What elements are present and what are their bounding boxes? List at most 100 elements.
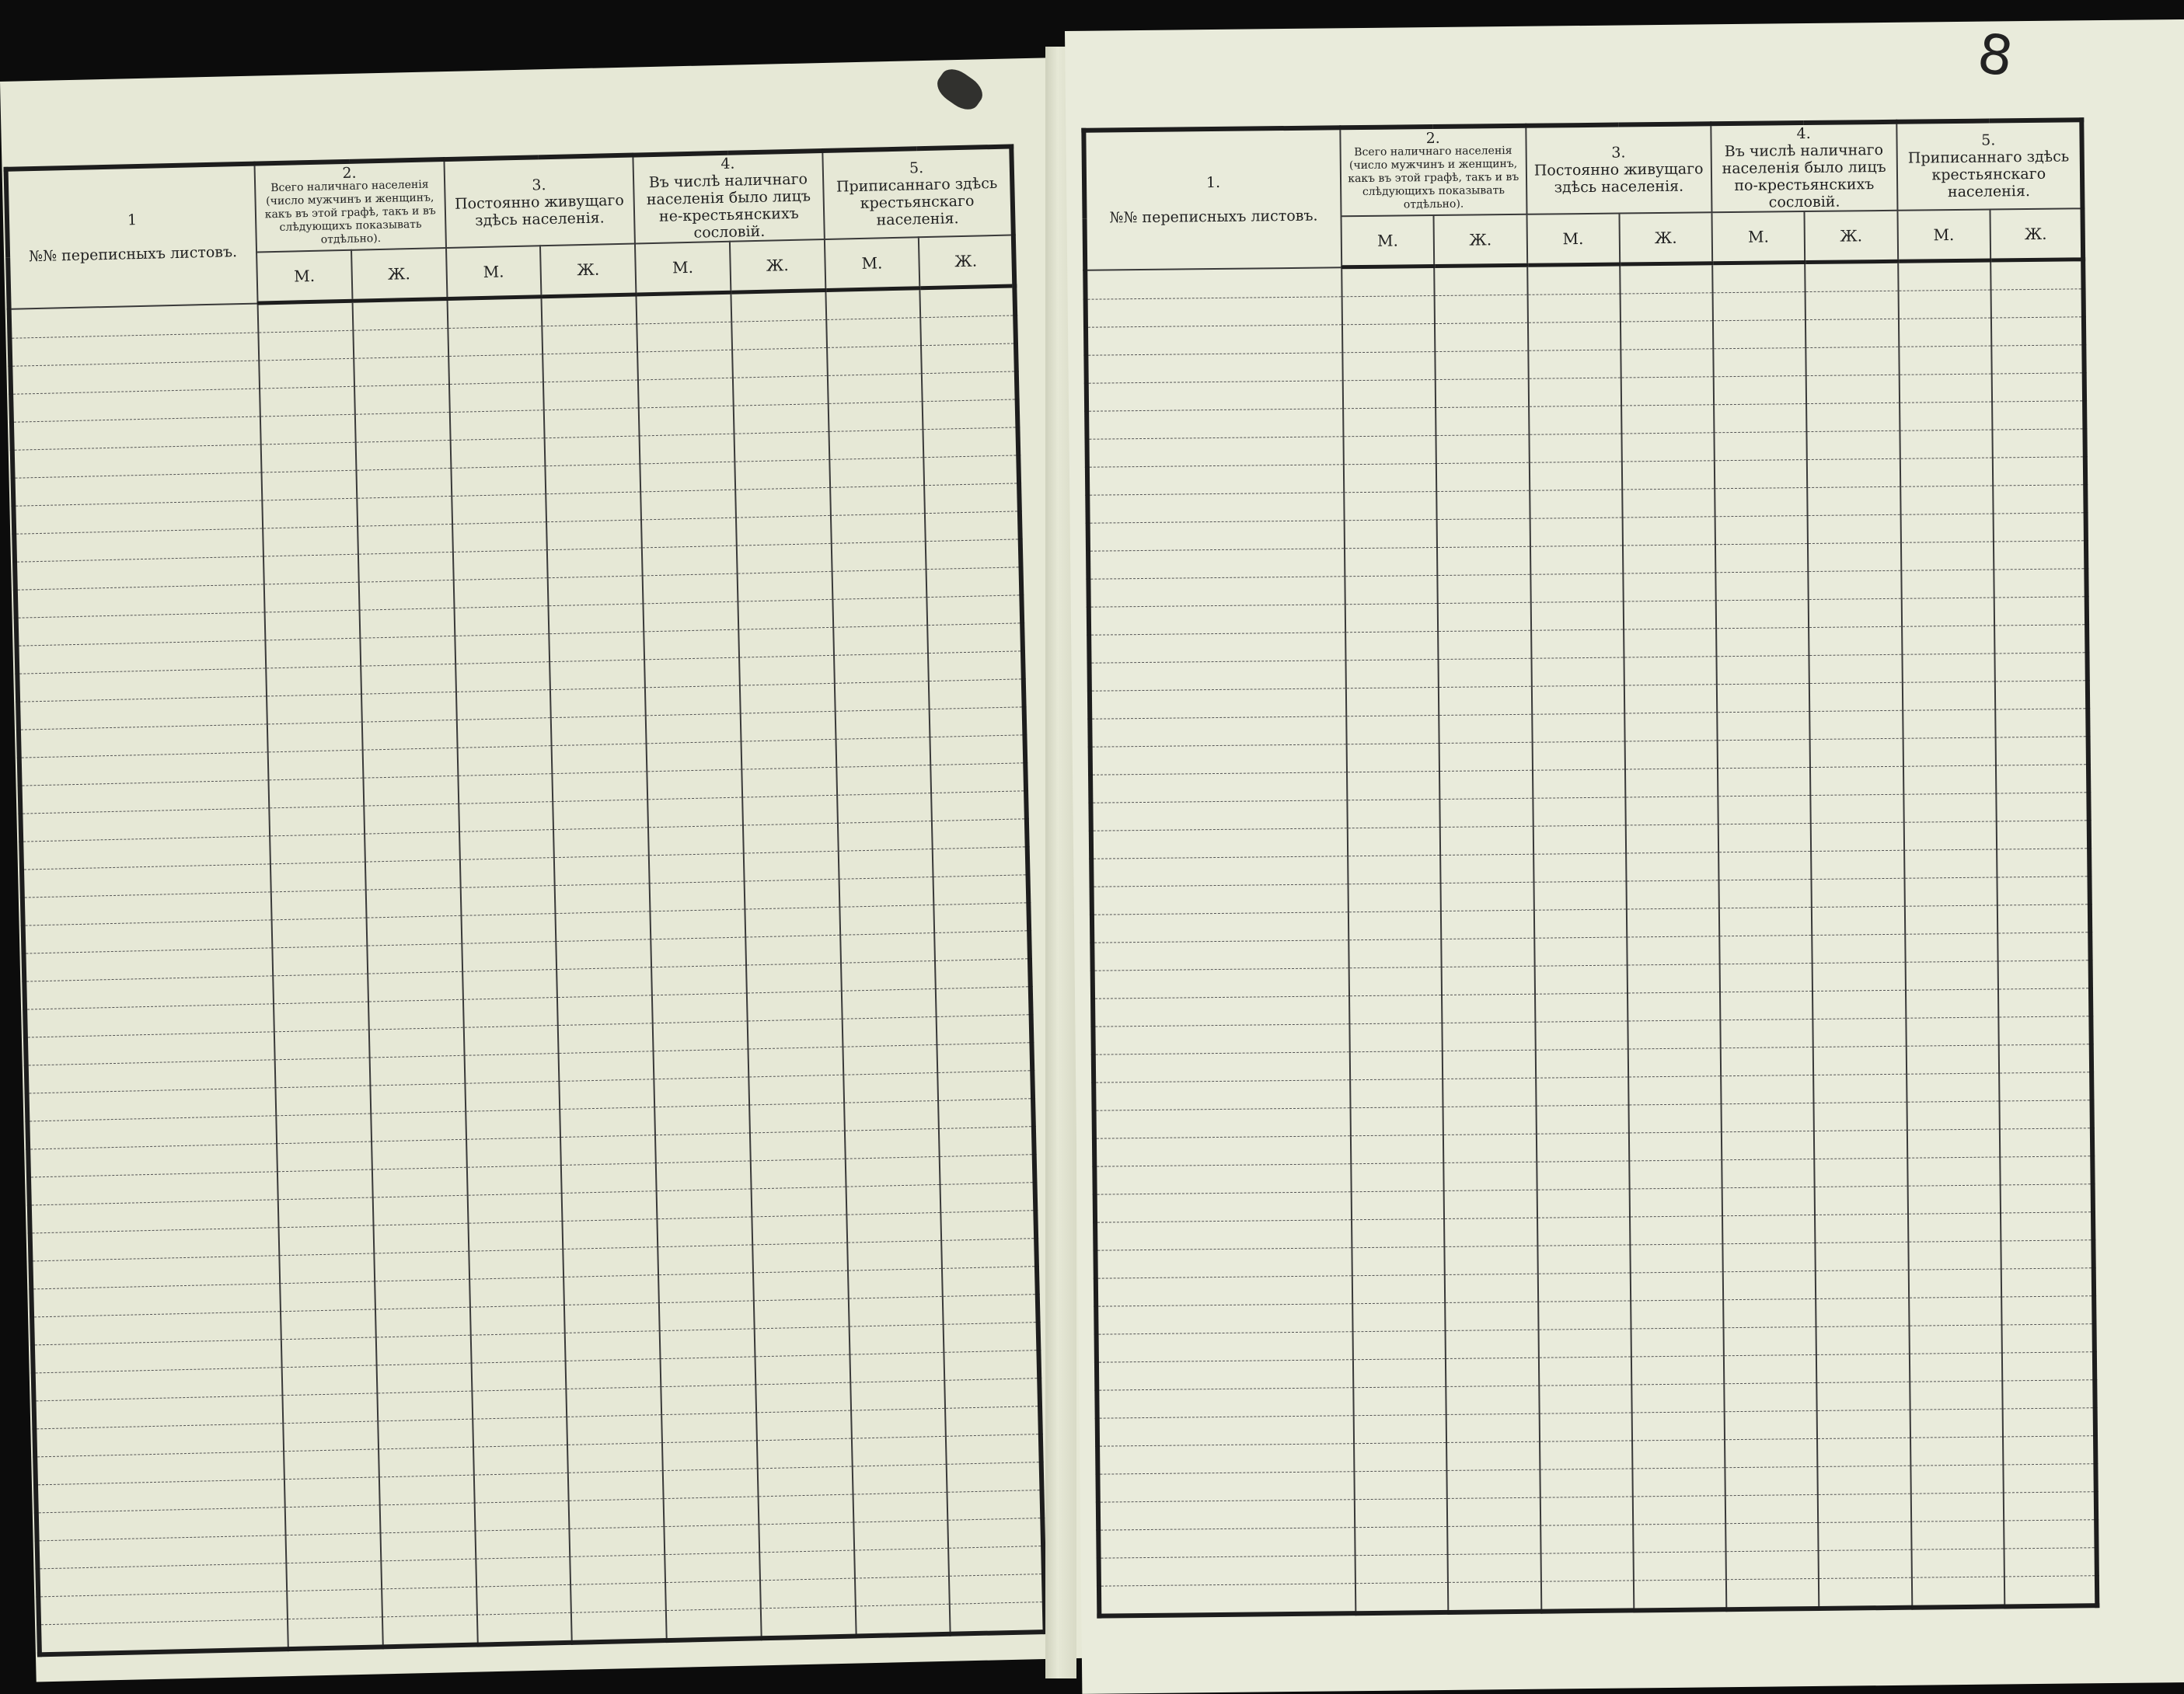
empty-cell [655, 1160, 752, 1191]
empty-cell [1720, 1047, 1814, 1076]
empty-cell [566, 1386, 662, 1417]
empty-cell [932, 818, 1027, 849]
empty-cell [448, 354, 544, 385]
empty-cell [1991, 400, 2085, 430]
empty-cell [737, 571, 832, 602]
empty-cell [1345, 575, 1438, 605]
empty-cell [541, 295, 637, 326]
empty-cell [1722, 1215, 1816, 1244]
empty-cell [1990, 259, 2084, 291]
empty-cell [1096, 1359, 1354, 1391]
empty-cell [752, 1270, 849, 1301]
empty-cell [469, 1277, 565, 1308]
empty-cell [1534, 964, 1628, 995]
empty-cell [545, 463, 641, 494]
empty-cell [1620, 292, 1713, 322]
empty-cell [1625, 852, 1719, 881]
empty-cell [364, 803, 459, 835]
empty-cell [286, 1560, 382, 1591]
empty-cell [855, 1604, 951, 1636]
empty-cell [1533, 825, 1626, 855]
empty-cell [1903, 849, 1997, 879]
female-subheader: Ж. [919, 235, 1015, 288]
empty-cell [1910, 1464, 2004, 1494]
empty-cell [268, 778, 365, 808]
empty-cell [1632, 1467, 1725, 1497]
empty-cell [755, 1354, 850, 1385]
empty-cell [279, 1253, 375, 1284]
empty-cell [568, 1470, 664, 1501]
empty-cell [1355, 1582, 1449, 1614]
empty-cell [364, 831, 460, 863]
empty-cell [1719, 935, 1812, 964]
empty-cell [733, 403, 829, 434]
empty-cell [756, 1438, 853, 1469]
empty-cell [1091, 884, 1348, 915]
empty-cell [1904, 905, 1997, 935]
empty-cell [828, 429, 924, 460]
empty-cell [649, 881, 745, 911]
empty-cell [2000, 1183, 2093, 1213]
empty-cell [926, 594, 1023, 626]
empty-cell [1445, 1302, 1539, 1331]
empty-cell [2002, 1407, 2096, 1437]
empty-cell [1349, 1051, 1443, 1080]
empty-cell [1097, 1499, 1355, 1531]
empty-cell [1089, 688, 1347, 720]
empty-cell [853, 1492, 948, 1523]
empty-cell [1996, 792, 2089, 822]
empty-cell [647, 769, 742, 800]
empty-cell [1819, 1577, 1912, 1609]
empty-cell [1990, 316, 2085, 347]
empty-cell [473, 1445, 569, 1476]
empty-cell [542, 323, 638, 354]
empty-cell [1093, 1023, 1350, 1055]
empty-cell [1349, 995, 1443, 1024]
empty-cell [1624, 768, 1718, 798]
empty-cell [460, 885, 556, 916]
empty-cell [552, 771, 648, 802]
empty-cell [1097, 1387, 1354, 1419]
empty-cell [643, 601, 738, 632]
empty-cell [1436, 518, 1530, 548]
empty-cell [556, 967, 652, 998]
empty-cell [1439, 742, 1533, 772]
empty-cell [1446, 1358, 1539, 1387]
empty-cell [640, 462, 735, 492]
empty-cell [832, 597, 928, 628]
empty-cell [1725, 1550, 1819, 1580]
empty-cell [258, 330, 354, 361]
empty-cell [1992, 484, 2086, 514]
empty-cell [1355, 1554, 1449, 1584]
empty-cell [1538, 1328, 1631, 1358]
empty-cell [1812, 990, 1906, 1020]
empty-cell [1531, 685, 1624, 715]
empty-cell [929, 706, 1025, 737]
empty-cell [1717, 739, 1811, 769]
empty-cell [1539, 1440, 1633, 1470]
empty-cell [1435, 350, 1529, 380]
empty-cell [362, 748, 458, 779]
empty-cell [1718, 823, 1812, 852]
empty-cell [755, 1410, 852, 1441]
empty-cell [1438, 630, 1531, 660]
empty-cell [1630, 1271, 1724, 1301]
empty-cell [1901, 626, 1995, 655]
empty-cell [1343, 463, 1437, 493]
empty-cell [1994, 568, 2087, 598]
empty-cell [1090, 772, 1348, 803]
empty-cell [1631, 1383, 1725, 1413]
empty-cell [380, 1531, 476, 1561]
empty-cell [759, 1522, 854, 1553]
empty-cell [548, 603, 644, 634]
empty-cell [1996, 820, 2090, 850]
empty-cell [277, 1197, 374, 1228]
empty-cell [852, 1464, 947, 1495]
empty-cell [650, 909, 745, 939]
empty-cell [560, 1107, 655, 1138]
empty-cell [1620, 320, 1714, 350]
empty-cell [1813, 1074, 1907, 1103]
empty-cell [1631, 1411, 1725, 1441]
empty-cell [543, 351, 638, 382]
empty-cell [1910, 1408, 2003, 1438]
